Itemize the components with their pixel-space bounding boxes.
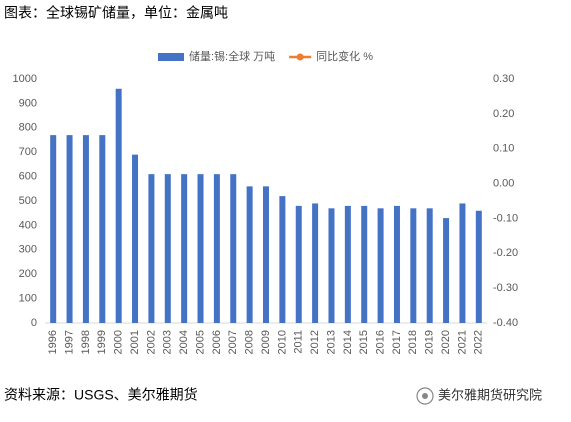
x-tick-label: 2012: [309, 330, 321, 354]
source: 资料来源：USGS、美尔雅期货: [4, 387, 198, 403]
legend-label: 储量:锡:全球 万吨: [189, 49, 275, 63]
bar: [410, 208, 417, 323]
x-tick-label: 2006: [211, 330, 223, 354]
x-tick-label: 2005: [194, 330, 206, 354]
legend-swatch: [158, 53, 184, 61]
bar: [213, 174, 220, 323]
bar: [164, 174, 171, 323]
y-tick-label: 500: [19, 195, 37, 207]
page-title: 图表：全球锡矿储量，单位：金属吨: [4, 5, 228, 21]
bar: [279, 196, 286, 323]
legend-marker: [296, 53, 304, 61]
y2-tick-label: -0.40: [493, 317, 518, 329]
x-tick-label: 2022: [473, 330, 485, 354]
bar: [361, 205, 368, 323]
bar: [443, 218, 450, 323]
x-tick-label: 2004: [178, 330, 190, 354]
y2-tick-label: 0.30: [493, 73, 514, 85]
y-tick-label: 100: [19, 293, 37, 305]
y-tick-label: 200: [19, 268, 37, 280]
bar: [295, 205, 302, 323]
bar: [132, 154, 139, 323]
bar: [459, 203, 466, 323]
bar: [393, 205, 400, 323]
bar: [181, 174, 188, 323]
x-tick-label: 2008: [244, 330, 256, 354]
y2-tick-label: -0.20: [493, 247, 518, 259]
bar: [99, 135, 106, 323]
x-tick-label: 2000: [113, 330, 125, 354]
bar: [377, 208, 384, 323]
x-tick-label: 1998: [80, 330, 92, 354]
bar: [148, 174, 155, 323]
x-tick-label: 2018: [407, 330, 419, 354]
x-tick-label: 2017: [391, 330, 403, 354]
bar: [50, 135, 57, 323]
x-tick-label: 1997: [63, 330, 75, 354]
x-tick-label: 2010: [276, 330, 288, 354]
x-tick-label: 2015: [358, 330, 370, 354]
x-tick-label: 2020: [440, 330, 452, 354]
bar: [230, 174, 237, 323]
y2-tick-label: 0.10: [493, 143, 514, 155]
bar: [344, 205, 351, 323]
x-tick-label: 2013: [325, 330, 337, 354]
y-tick-label: 700: [19, 146, 37, 158]
bar: [115, 88, 122, 323]
y2-tick-label: 0.00: [493, 177, 514, 189]
y2-tick-label: -0.10: [493, 212, 518, 224]
y-tick-label: 300: [19, 244, 37, 256]
watermark: 美尔雅期货研究院: [438, 387, 542, 402]
x-tick-label: 2003: [162, 330, 174, 354]
bar: [426, 208, 433, 323]
x-tick-label: 2001: [129, 330, 141, 354]
bar: [246, 186, 253, 323]
bar: [475, 210, 482, 323]
x-tick-label: 1999: [96, 330, 108, 354]
y-tick-label: 400: [19, 219, 37, 231]
x-tick-label: 2021: [456, 330, 468, 354]
y2-tick-label: 0.20: [493, 108, 514, 120]
bar: [312, 203, 319, 323]
x-tick-label: 2002: [145, 330, 157, 354]
watermark-icon: [416, 387, 434, 405]
x-tick-label: 2009: [260, 330, 272, 354]
x-tick-label: 2016: [374, 330, 386, 354]
legend-label: 同比变化 %: [316, 49, 373, 63]
y2-tick-label: -0.30: [493, 282, 518, 294]
bar: [263, 186, 269, 323]
bar: [197, 174, 204, 323]
x-tick-label: 2014: [342, 330, 354, 354]
x-tick-label: 2007: [227, 330, 239, 354]
y-tick-label: 600: [19, 171, 37, 183]
x-tick-label: 2011: [293, 330, 305, 354]
y-tick-label: 800: [19, 122, 37, 134]
bar: [66, 135, 73, 323]
bar: [328, 208, 335, 323]
bar: [82, 135, 89, 323]
y-tick-label: 0: [31, 317, 37, 329]
y-tick-label: 1000: [13, 73, 37, 85]
y-tick-label: 900: [19, 97, 37, 109]
x-tick-label: 1996: [47, 330, 59, 354]
x-tick-label: 2019: [424, 330, 436, 354]
